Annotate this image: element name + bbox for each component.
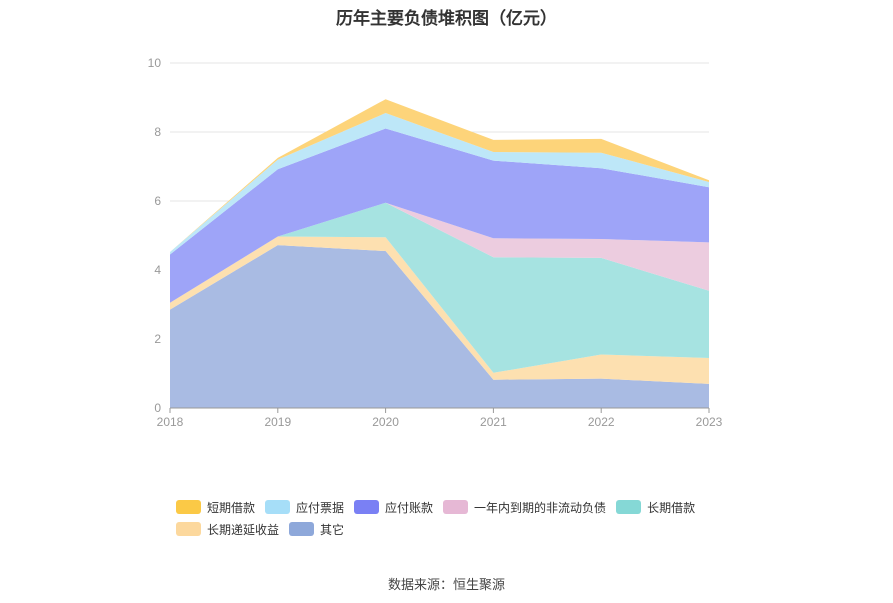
y-tick-label: 2 [154, 332, 161, 346]
legend-item[interactable]: 应付账款 [354, 496, 433, 518]
x-tick-label: 2023 [696, 415, 723, 429]
legend-swatch [176, 500, 201, 514]
y-tick-label: 6 [154, 194, 161, 208]
x-tick-label: 2018 [157, 415, 184, 429]
legend-label: 长期递延收益 [207, 522, 280, 537]
legend-label: 一年内到期的非流动负债 [474, 500, 607, 515]
x-tick-label: 2021 [480, 415, 507, 429]
legend-item[interactable]: 短期借款 [176, 496, 255, 518]
area-其它 [170, 245, 709, 408]
x-tick-label: 2020 [372, 415, 399, 429]
chart-title: 历年主要负债堆积图（亿元） [336, 9, 557, 28]
legend-swatch [443, 500, 469, 514]
legend-label: 应付账款 [385, 500, 434, 515]
area-长期递延收益 [170, 236, 709, 384]
legend-swatch [265, 500, 291, 514]
area-短期借款 [170, 99, 709, 253]
y-tick-label: 8 [154, 125, 161, 139]
y-tick-label: 0 [154, 401, 161, 415]
legend-swatch [616, 500, 642, 514]
data-source: 数据来源：恒生聚源 [387, 577, 505, 592]
legend-label: 其它 [320, 522, 345, 537]
x-tick-label: 2019 [264, 415, 291, 429]
x-tick-label: 2022 [588, 415, 615, 429]
area-应付账款 [170, 128, 709, 303]
legend-label: 应付票据 [296, 500, 345, 515]
legend-item[interactable]: 一年内到期的非流动负债 [443, 496, 606, 518]
area-一年内到期的非流动负债 [170, 202, 709, 303]
legend-label: 短期借款 [207, 500, 256, 515]
legend-swatch [176, 522, 201, 536]
legend-swatch [354, 500, 380, 514]
y-tick-label: 4 [154, 263, 161, 277]
area-应付票据 [170, 113, 709, 255]
y-tick-label: 10 [148, 56, 162, 70]
legend-item[interactable]: 长期借款 [616, 496, 695, 518]
legend-item[interactable]: 应付票据 [265, 496, 344, 518]
legend-label: 长期借款 [647, 500, 696, 515]
chart-legend: 短期借款 应付票据 应付账款 一年内到期的非流动负债 长期借款长期递延收益 其它 [176, 496, 736, 540]
legend-swatch [289, 522, 315, 536]
area-长期借款 [170, 202, 709, 373]
legend-item[interactable]: 其它 [289, 518, 344, 540]
legend-item[interactable]: 长期递延收益 [176, 518, 279, 540]
